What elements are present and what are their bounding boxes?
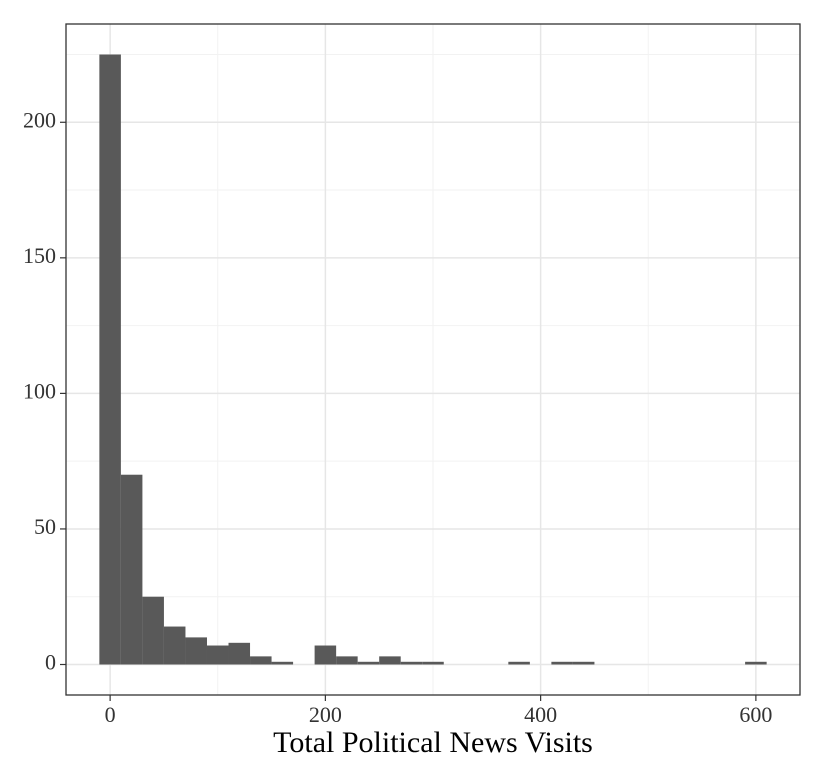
bar xyxy=(357,661,380,665)
bar xyxy=(379,656,401,665)
bar xyxy=(163,626,186,665)
bar xyxy=(142,596,164,665)
bar xyxy=(745,661,767,665)
bar xyxy=(551,661,573,665)
bar xyxy=(422,661,444,665)
x-tick-label: 400 xyxy=(524,702,557,727)
bar xyxy=(271,661,294,665)
bar xyxy=(250,656,272,665)
bar xyxy=(400,661,423,665)
x-axis-title: Total Political News Visits xyxy=(273,726,593,759)
bar xyxy=(120,474,143,665)
x-tick-label: 600 xyxy=(739,702,772,727)
y-tick-label: 50 xyxy=(34,514,56,539)
bar xyxy=(228,642,251,665)
y-tick-label: 0 xyxy=(45,650,56,675)
bar xyxy=(336,656,358,665)
bar xyxy=(99,54,121,665)
y-tick-label: 150 xyxy=(23,243,56,268)
bar xyxy=(206,645,229,665)
y-tick-label: 200 xyxy=(23,107,56,132)
y-tick-label: 100 xyxy=(23,378,56,403)
bar xyxy=(185,637,207,665)
x-tick-label: 200 xyxy=(309,702,342,727)
bar xyxy=(314,645,337,665)
bar xyxy=(572,661,595,665)
bar xyxy=(508,661,530,665)
x-tick-label: 0 xyxy=(105,702,116,727)
panel-border xyxy=(65,23,801,696)
